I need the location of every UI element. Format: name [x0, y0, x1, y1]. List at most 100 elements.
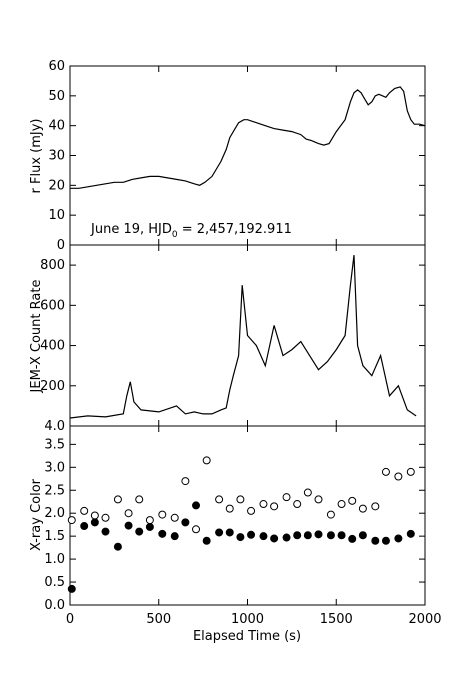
filled-point — [202, 536, 211, 545]
y-tick-label: 0 — [57, 238, 65, 253]
filled-point — [80, 522, 89, 531]
y-tick-label: 50 — [48, 89, 65, 104]
y-tick-label: 10 — [48, 208, 65, 223]
filled-point — [314, 530, 323, 539]
filled-point — [358, 531, 367, 540]
y-axis-label-top: r Flux (mJy) — [29, 119, 44, 194]
x-tick-label: 500 — [146, 612, 171, 627]
filled-point — [247, 530, 256, 539]
filled-point — [101, 527, 110, 536]
open-point — [406, 467, 415, 476]
filled-point — [225, 528, 234, 537]
filled-point — [170, 532, 179, 541]
filled-point — [303, 531, 312, 540]
y-tick-label: 60 — [48, 59, 65, 74]
filled-point — [158, 529, 167, 538]
open-point — [293, 500, 302, 509]
y-tick-label: 40 — [48, 119, 65, 134]
x-tick-label: 0 — [66, 612, 74, 627]
filled-point — [215, 528, 224, 537]
data-layer — [67, 86, 426, 593]
open-point — [101, 513, 110, 522]
open-point — [67, 516, 76, 525]
filled-point — [348, 534, 357, 543]
open-point — [282, 493, 291, 502]
open-point — [202, 456, 211, 465]
panel-top-frame — [69, 65, 426, 246]
open-point — [326, 510, 335, 519]
y-tick-label: 30 — [48, 149, 65, 164]
filled-point — [124, 521, 133, 530]
x-axis-label: Elapsed Time (s) — [193, 629, 301, 644]
y-tick-label: 400 — [40, 339, 65, 354]
series-line-middle — [69, 255, 417, 419]
open-point — [371, 502, 380, 511]
filled-point — [270, 534, 279, 543]
filled-point — [145, 522, 154, 531]
open-point — [270, 502, 279, 511]
filled-point — [113, 542, 122, 551]
open-point — [113, 495, 122, 504]
open-point — [259, 500, 268, 509]
open-point — [90, 511, 99, 520]
y-tick-label: 600 — [40, 298, 65, 313]
open-point — [215, 495, 224, 504]
open-point — [348, 496, 357, 505]
filled-point — [282, 533, 291, 542]
filled-point — [192, 501, 201, 510]
y-tick-label: 3.5 — [44, 437, 65, 452]
filled-point — [135, 527, 144, 536]
open-point — [158, 510, 167, 519]
open-point — [303, 488, 312, 497]
y-tick-label: 2.5 — [44, 483, 65, 498]
filled-point — [293, 531, 302, 540]
open-point — [247, 506, 256, 515]
y-tick-label: 3.0 — [44, 460, 65, 475]
y-tick-label: 0.5 — [44, 575, 65, 590]
open-point — [170, 513, 179, 522]
filled-point — [406, 529, 415, 538]
y-tick-label: 20 — [48, 178, 65, 193]
filled-point — [394, 534, 403, 543]
open-point — [394, 472, 403, 481]
annotation-prefix: June 19, HJD — [90, 222, 172, 237]
y-tick-label: 2.0 — [44, 506, 65, 521]
filled-point — [259, 532, 268, 541]
x-tick-label: 1000 — [231, 612, 264, 627]
y-tick-label: 1.0 — [44, 552, 65, 567]
open-point — [192, 525, 201, 534]
open-point — [236, 495, 245, 504]
open-point — [225, 504, 234, 513]
open-point — [314, 495, 323, 504]
observation-annotation: June 19, HJD0 = 2,457,192.911 — [90, 222, 292, 240]
open-point — [337, 500, 346, 509]
filled-point — [67, 584, 76, 593]
open-point — [358, 504, 367, 513]
ticks-layer: 0 10 20 30 40 50 60 4.0 200 400 600 800 0.0 0.5 1.0 1.5… — [40, 59, 441, 627]
y-tick-label: 800 — [40, 258, 65, 273]
filled-point — [381, 536, 390, 545]
y-axis-label-bottom: X-ray Color — [29, 478, 44, 551]
panel-bottom-frame — [69, 425, 426, 606]
open-point — [124, 509, 133, 518]
filled-point — [181, 518, 190, 527]
x-tick-label: 1500 — [320, 612, 353, 627]
open-point — [80, 506, 89, 515]
series-line-top — [70, 86, 426, 189]
y-tick-label: 1.5 — [44, 529, 65, 544]
open-point — [145, 516, 154, 525]
y-tick-label: 0.0 — [44, 598, 65, 613]
y-tick-label: 200 — [40, 379, 65, 394]
y-axis-label-middle: JEM-X Count Rate — [29, 280, 44, 394]
filled-point — [236, 533, 245, 542]
filled-point — [371, 536, 380, 545]
filled-point — [337, 531, 346, 540]
annotation-subscript: 0 — [172, 230, 178, 240]
open-point — [135, 495, 144, 504]
open-point — [181, 477, 190, 486]
x-tick-label: 2000 — [408, 612, 441, 627]
filled-point — [326, 531, 335, 540]
y-tick-label: 4.0 — [44, 419, 65, 434]
annotation-suffix: = 2,457,192.911 — [178, 222, 292, 237]
